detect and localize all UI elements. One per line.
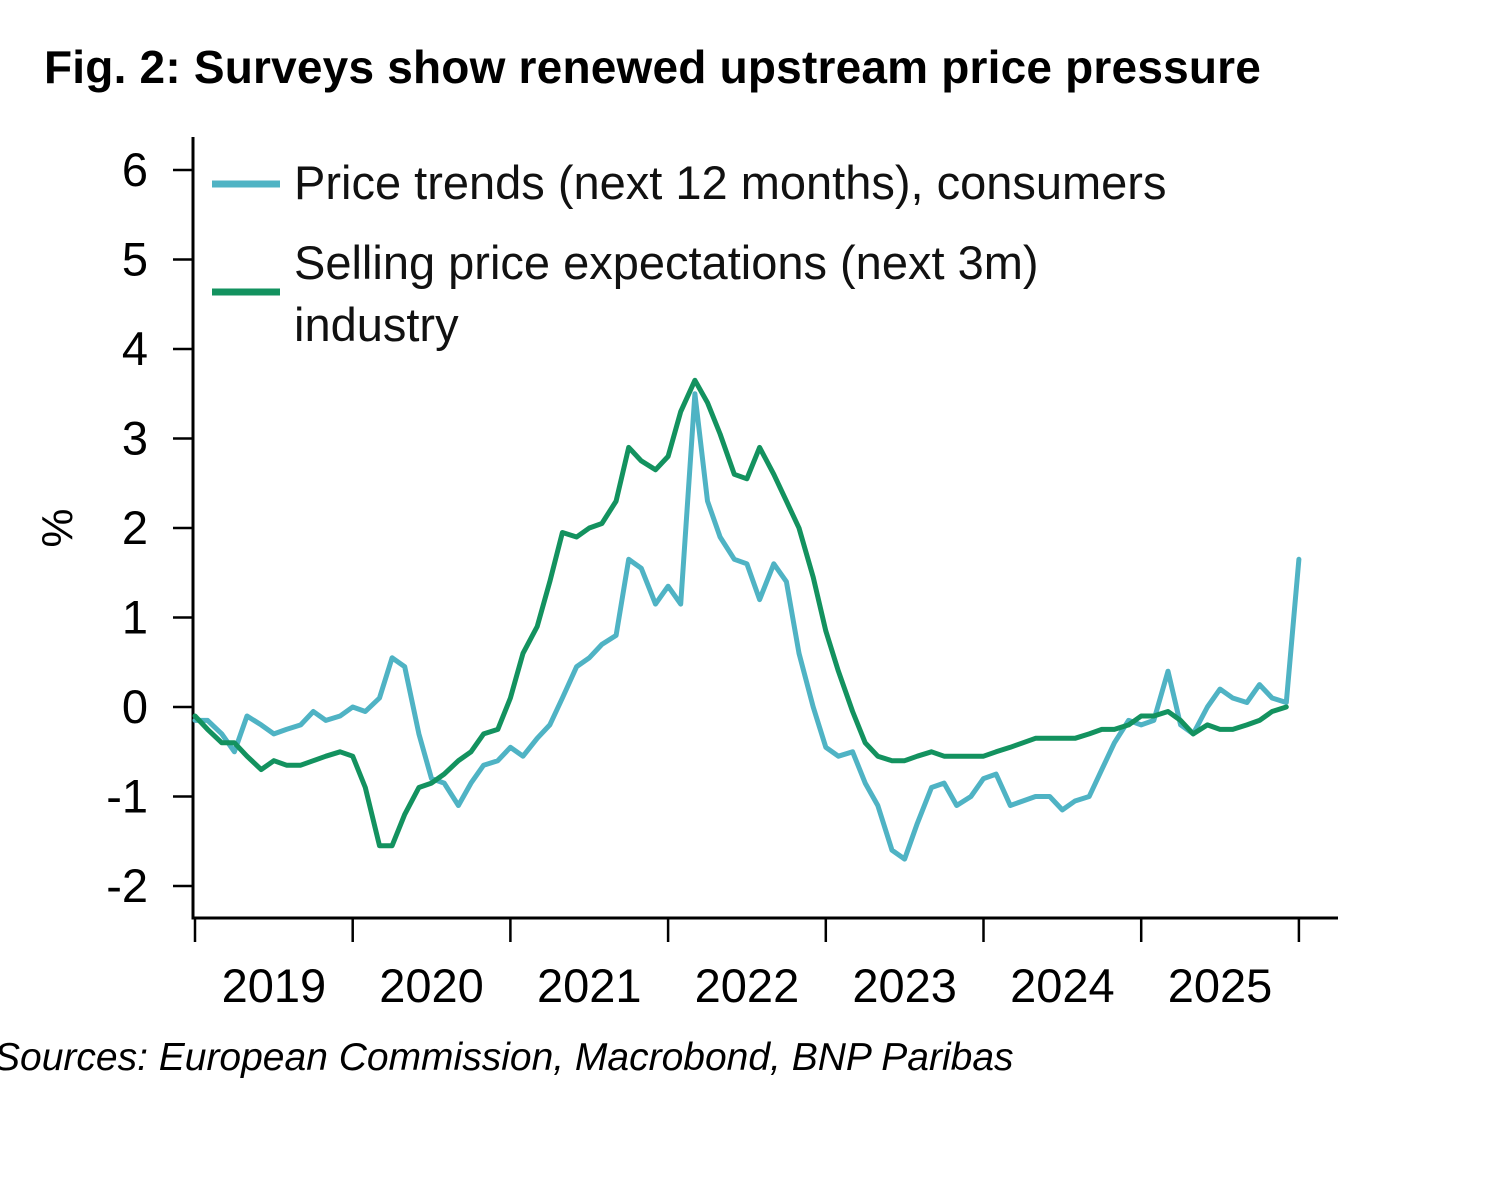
source-note: Sources: European Commission, Macrobond,… <box>0 1036 1014 1079</box>
x-tick-label: 2021 <box>537 959 642 1012</box>
y-tick-label: 5 <box>122 233 148 286</box>
y-tick-label: 4 <box>122 322 148 375</box>
x-tick-label: 2023 <box>852 959 957 1012</box>
series-line-consumers <box>192 391 1302 862</box>
axes: 6 5 4 3 2 1 0 -1 -2 2019 2020 2021 2022 2023 2024 2025 <box>106 137 1338 1012</box>
x-tick-label: 2022 <box>695 959 800 1012</box>
series-line-industry <box>192 377 1289 849</box>
legend-label-consumers: Price trends (next 12 months), consumers <box>294 156 1166 209</box>
series-layer <box>192 377 1302 862</box>
y-tick-label: -1 <box>106 770 148 823</box>
chart-title: Fig. 2: Surveys show renewed upstream pr… <box>44 41 1262 93</box>
y-tick-label: 1 <box>122 591 148 644</box>
y-tick-label: 0 <box>122 680 148 733</box>
y-tick-label: 2 <box>122 501 148 554</box>
x-tick-label: 2025 <box>1168 959 1273 1012</box>
legend-label-industry: Selling price expectations (next 3m) indu… <box>294 236 1039 351</box>
y-tick-label: 6 <box>122 143 148 196</box>
y-tick-label: 3 <box>122 412 148 465</box>
x-tick-label: 2019 <box>222 959 327 1012</box>
legend: Price trends (next 12 months), consumers… <box>212 156 1166 351</box>
y-axis-title: % <box>33 508 82 547</box>
y-tick-label: -2 <box>106 859 148 912</box>
x-tick-label: 2024 <box>1010 959 1115 1012</box>
x-tick-label: 2020 <box>379 959 484 1012</box>
